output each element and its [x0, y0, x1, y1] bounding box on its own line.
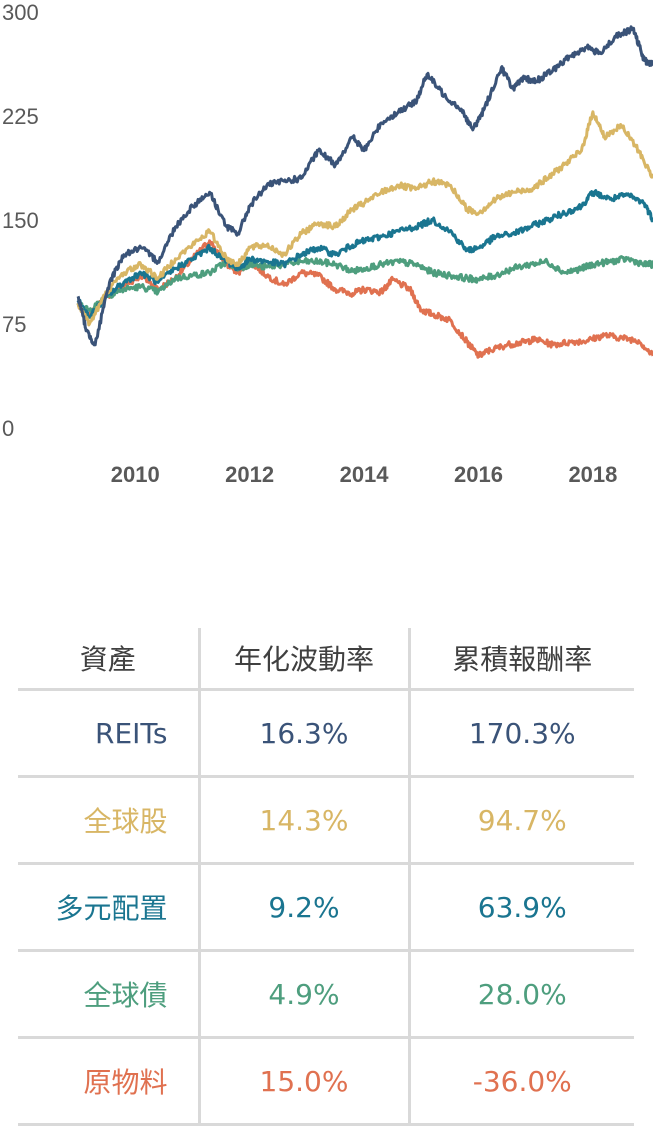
- volatility-cell: 9.2%: [197, 863, 409, 952]
- table-row-reits: REITs 16.3% 170.3%: [18, 689, 634, 778]
- table-row-multi-asset: 多元配置 9.2% 63.9%: [18, 863, 634, 952]
- y-tick-label: 0: [2, 416, 14, 441]
- plot-area: [76, 25, 653, 359]
- y-tick-label: 225: [2, 104, 39, 129]
- stats-table: 資產 年化波動率 累積報酬率 REITs 16.3% 170.3% 全球股 14…: [18, 628, 634, 1126]
- return-cell: 94.7%: [407, 776, 634, 865]
- volatility-cell: 15.0%: [197, 1037, 409, 1126]
- x-tick-label: 2018: [568, 462, 617, 487]
- table-row-global-equity: 全球股 14.3% 94.7%: [18, 776, 634, 865]
- y-tick-label: 300: [2, 0, 39, 25]
- header-volatility: 年化波動率: [197, 628, 409, 691]
- asset-cell: 全球股: [18, 776, 199, 865]
- y-axis: 300 225 150 75 0: [2, 0, 39, 441]
- x-tick-label: 2016: [454, 462, 503, 487]
- series-line: [76, 255, 653, 313]
- return-cell: 28.0%: [407, 950, 634, 1039]
- return-cell: 63.9%: [407, 863, 634, 952]
- y-tick-label: 150: [2, 208, 39, 233]
- asset-cell: 原物料: [18, 1037, 199, 1126]
- x-axis: 2010 2012 2014 2016 2018: [111, 462, 618, 487]
- asset-cell: REITs: [18, 689, 199, 778]
- y-tick-label: 75: [2, 312, 26, 337]
- asset-cell: 多元配置: [18, 863, 199, 952]
- table-row-commodities: 原物料 15.0% -36.0%: [18, 1037, 634, 1126]
- return-cell: 170.3%: [407, 689, 634, 778]
- x-tick-label: 2012: [225, 462, 274, 487]
- header-asset: 資產: [18, 628, 199, 691]
- series-line: [76, 110, 653, 327]
- line-chart: 300 225 150 75 0 2010 2012 2014 2016 2018: [2, 0, 653, 487]
- header-return: 累積報酬率: [407, 628, 634, 691]
- volatility-cell: 4.9%: [197, 950, 409, 1039]
- series-line: [76, 189, 653, 320]
- volatility-cell: 16.3%: [197, 689, 409, 778]
- x-tick-label: 2010: [111, 462, 160, 487]
- table-row-global-bond: 全球債 4.9% 28.0%: [18, 950, 634, 1039]
- x-tick-label: 2014: [340, 462, 390, 487]
- table-header-row: 資產 年化波動率 累積報酬率: [18, 628, 634, 691]
- series-line: [76, 25, 653, 347]
- volatility-cell: 14.3%: [197, 776, 409, 865]
- asset-cell: 全球債: [18, 950, 199, 1039]
- series-line: [77, 239, 653, 359]
- return-cell: -36.0%: [407, 1037, 634, 1126]
